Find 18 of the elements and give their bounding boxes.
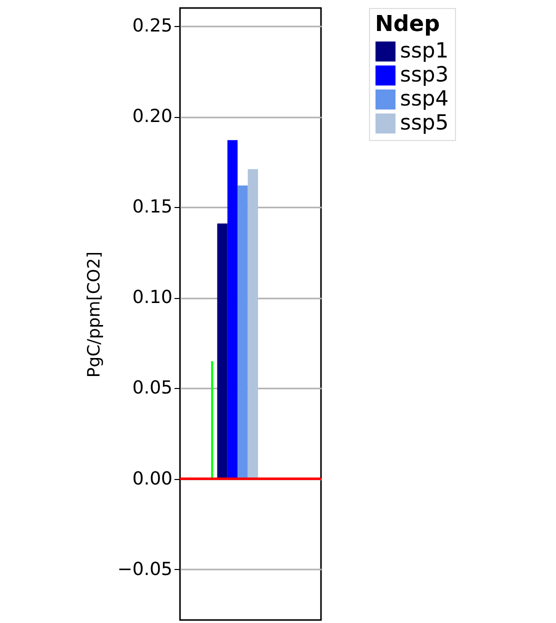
y-axis-title: PgC/ppm[CO2] <box>84 251 104 378</box>
y-tick-label: 0.25 <box>132 16 172 37</box>
bar <box>217 223 228 479</box>
y-tick-label: 0.00 <box>132 468 172 490</box>
bar <box>227 140 238 479</box>
legend-label: ssp5 <box>400 110 449 134</box>
y-tick-label: 0.15 <box>132 196 172 218</box>
legend-label: ssp4 <box>400 86 449 110</box>
bar <box>248 169 258 479</box>
y-tick-label: 0.05 <box>132 378 172 399</box>
bar <box>238 185 248 479</box>
legend-label: ssp3 <box>400 62 449 86</box>
bar <box>211 361 214 479</box>
y-tick-label: 0.20 <box>132 106 172 128</box>
y-tick-label: −0.05 <box>117 558 172 580</box>
legend-title: Ndep <box>375 12 440 37</box>
legend-label: ssp1 <box>400 38 449 62</box>
y-tick-label: 0.10 <box>132 287 172 308</box>
